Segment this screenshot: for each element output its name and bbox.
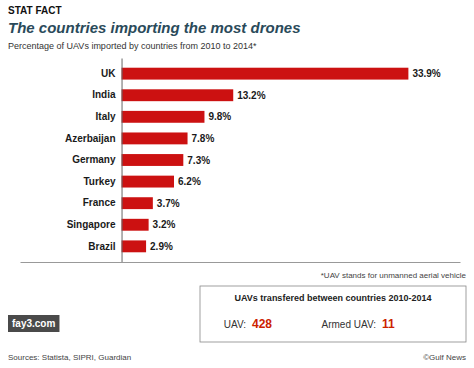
data-label: 3.2% bbox=[153, 219, 176, 230]
bar bbox=[122, 240, 147, 252]
stat-fact: STAT FACT bbox=[8, 5, 62, 16]
y-tick: India bbox=[92, 89, 121, 100]
bar bbox=[122, 154, 184, 166]
data-label: 2.9% bbox=[150, 241, 173, 252]
y-tick: Azerbaijan bbox=[65, 133, 122, 144]
watermark-text: fay3.com bbox=[12, 318, 55, 329]
y-tick: Singapore bbox=[67, 219, 122, 230]
data-label: 7.8% bbox=[192, 133, 215, 144]
sources: Sources: Statista, SIPRI, Guardian bbox=[8, 353, 131, 362]
info-box bbox=[200, 286, 466, 342]
armed-uav-label: Armed UAV: bbox=[322, 319, 376, 330]
bar bbox=[122, 176, 174, 188]
category-label: India bbox=[92, 89, 116, 100]
category-label: Azerbaijan bbox=[65, 133, 116, 144]
category-label: Germany bbox=[72, 154, 116, 165]
y-tick: UK bbox=[101, 68, 121, 79]
category-label: Brazil bbox=[88, 241, 115, 252]
y-tick: France bbox=[83, 197, 122, 208]
data-labels: 33.9% 13.2% 9.8% 7.8% 7.3% 6.2% 3.7% 3.2% 2.9% bbox=[150, 68, 441, 252]
box-title: UAVs transfered between countries 2010-2… bbox=[235, 293, 432, 303]
y-tick: Italy bbox=[96, 111, 122, 122]
data-label: 6.2% bbox=[178, 176, 201, 187]
category-label: UK bbox=[101, 68, 116, 79]
bar bbox=[122, 132, 188, 144]
uav-note: *UAV stands for unmanned aerial vehicle bbox=[321, 271, 467, 280]
watermark-box bbox=[8, 315, 59, 332]
chart: STAT FACT The countries importing the mos… bbox=[0, 0, 474, 368]
data-label: 3.7% bbox=[157, 198, 180, 209]
data-label: 13.2% bbox=[237, 90, 265, 101]
category-label: France bbox=[83, 197, 116, 208]
y-axis-line bbox=[122, 59, 123, 263]
title: The countries importing the most drones bbox=[8, 19, 301, 36]
bar bbox=[122, 197, 153, 209]
copyright: ©Gulf News bbox=[423, 353, 466, 362]
data-label: 7.3% bbox=[187, 155, 210, 166]
data-label: 33.9% bbox=[412, 68, 440, 79]
y-tick: Brazil bbox=[88, 241, 121, 252]
uav-label: UAV: bbox=[224, 319, 246, 330]
bars bbox=[122, 68, 409, 253]
bar bbox=[122, 68, 409, 80]
y-axis: UK India Italy Azerbaijan Germany Turkey Franc… bbox=[65, 59, 122, 263]
uav-count: 428 bbox=[252, 317, 272, 331]
watermark: fay3.com bbox=[8, 315, 59, 332]
armed-uav-count: 11 bbox=[382, 317, 395, 331]
bar bbox=[122, 219, 149, 231]
category-label: Turkey bbox=[83, 176, 115, 187]
bar bbox=[122, 111, 205, 123]
x-axis-line bbox=[21, 262, 461, 263]
y-tick: Germany bbox=[72, 154, 121, 165]
x-axis bbox=[21, 262, 461, 263]
category-label: Singapore bbox=[67, 219, 116, 230]
y-tick: Turkey bbox=[83, 176, 121, 187]
category-label: Italy bbox=[96, 111, 116, 122]
bar bbox=[122, 89, 234, 101]
subtitle: Percentage of UAVs imported by countries… bbox=[8, 41, 257, 51]
data-label: 9.8% bbox=[208, 111, 231, 122]
